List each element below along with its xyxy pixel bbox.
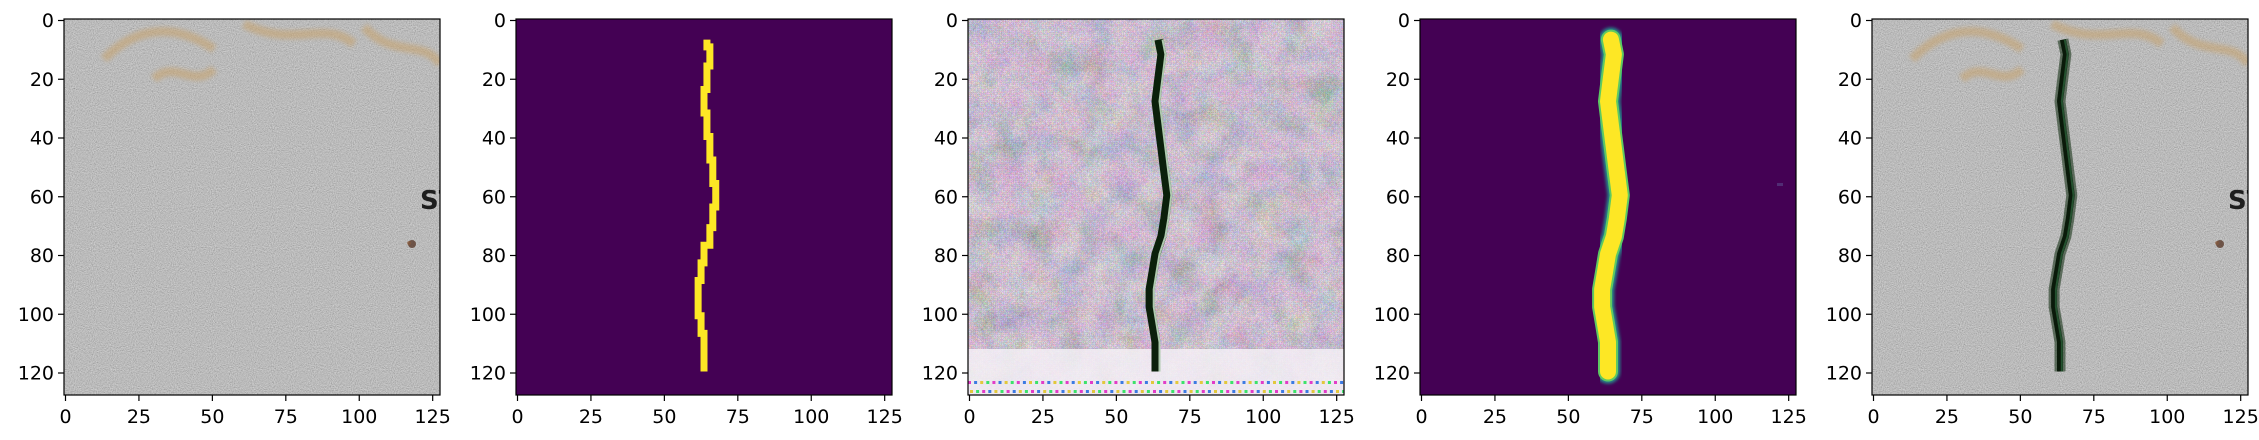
y-tick-label: 120: [922, 363, 958, 385]
x-tick-label: 0: [1415, 406, 1427, 428]
crack-prediction: [1594, 31, 1628, 380]
y-tick-label: 40: [1838, 128, 1862, 150]
input-image-panel: ST 0 25 50 75 100 125 0 20 40 60 80 100 120: [18, 10, 457, 428]
overlay-image: ST: [1872, 19, 2259, 395]
x-tick-label: 125: [1771, 406, 1807, 428]
y-tick-label: 0: [42, 10, 54, 32]
x-tick-label: 0: [1867, 406, 1879, 428]
y-tick-label: 100: [1826, 304, 1862, 326]
road-marking-text: ST: [2228, 186, 2259, 216]
overlay-image-panel: ST 0 25 50 75 100 125 0 20 40 60 80 100 120: [1826, 10, 2259, 428]
axes-frame: [967, 18, 1345, 396]
x-tick-label: 100: [1697, 406, 1733, 428]
y-tick-label: 20: [1838, 69, 1862, 91]
x-tick-label: 100: [341, 406, 377, 428]
x-tick-label: 50: [1104, 406, 1128, 428]
x-tick-label: 100: [793, 406, 829, 428]
x-tick-label: 0: [963, 406, 975, 428]
road-marking-text: ST: [420, 186, 457, 216]
x-tick-label: 25: [1935, 406, 1959, 428]
y-tick-label: 60: [1386, 186, 1410, 208]
predicted-mask-panel: 0 25 50 75 100 125 0 20 40 60 80 100 120: [1374, 10, 1807, 428]
generated-image-panel: 0 25 50 75 100 125 0 20 40 60 80 100 120: [922, 10, 1355, 428]
y-tick-label: 120: [1374, 363, 1410, 385]
y-tick-label: 20: [30, 69, 54, 91]
x-tick-label: 50: [200, 406, 224, 428]
y-tick-label: 80: [30, 245, 54, 267]
x-tick-label: 50: [2008, 406, 2032, 428]
x-tick-label: 25: [1483, 406, 1507, 428]
y-tick-label: 0: [1398, 10, 1410, 32]
x-tick-label: 0: [59, 406, 71, 428]
y-tick-label: 80: [1386, 245, 1410, 267]
x-tick-label: 50: [1556, 406, 1580, 428]
x-tick-label: 50: [652, 406, 676, 428]
x-tick-label: 75: [726, 406, 750, 428]
x-tick-label: 75: [1178, 406, 1202, 428]
y-tick-label: 40: [934, 128, 958, 150]
y-tick-label: 100: [1374, 304, 1410, 326]
input-image: ST: [64, 19, 457, 395]
y-tick-label: 40: [482, 128, 506, 150]
x-tick-label: 100: [2149, 406, 2185, 428]
y-tick-label: 120: [470, 363, 506, 385]
y-tick-label: 60: [934, 186, 958, 208]
y-tick-label: 20: [482, 69, 506, 91]
y-tick-label: 40: [1386, 128, 1410, 150]
y-tick-label: 80: [934, 245, 958, 267]
axes-frame: [1871, 18, 2249, 396]
y-tick-label: 80: [482, 245, 506, 267]
y-tick-label: 40: [30, 128, 54, 150]
y-tick-label: 120: [18, 363, 54, 385]
crack-generated: [1145, 38, 1173, 372]
y-tick-label: 80: [1838, 245, 1862, 267]
axes-frame: [515, 18, 893, 396]
x-tick-label: 125: [2223, 406, 2259, 428]
y-tick-label: 0: [946, 10, 958, 32]
x-tick-label: 0: [511, 406, 523, 428]
crack-mask: [694, 39, 720, 372]
y-tick-label: 60: [482, 186, 506, 208]
ground-truth-mask-panel: 0 25 50 75 100 125 0 20 40 60 80 100 120: [470, 10, 903, 428]
x-tick-label: 100: [1245, 406, 1281, 428]
y-tick-label: 100: [18, 304, 54, 326]
y-tick-label: 0: [1850, 10, 1862, 32]
x-tick-label: 125: [415, 406, 451, 428]
y-tick-label: 60: [30, 186, 54, 208]
x-tick-label: 75: [274, 406, 298, 428]
x-tick-label: 125: [1319, 406, 1355, 428]
y-tick-label: 20: [934, 69, 958, 91]
y-tick-label: 100: [470, 304, 506, 326]
x-tick-label: 125: [867, 406, 903, 428]
x-tick-label: 25: [579, 406, 603, 428]
x-tick-label: 25: [127, 406, 151, 428]
y-tick-label: 120: [1826, 363, 1862, 385]
x-tick-label: 75: [2082, 406, 2106, 428]
generated-image: [968, 19, 1344, 395]
axes-frame: [63, 18, 441, 396]
y-tick-label: 20: [1386, 69, 1410, 91]
predicted-mask: [1420, 19, 1796, 395]
ground-truth-mask: [516, 19, 892, 395]
y-tick-label: 60: [1838, 186, 1862, 208]
y-tick-label: 0: [494, 10, 506, 32]
y-tick-label: 100: [922, 304, 958, 326]
axes-frame: [1419, 18, 1797, 396]
x-tick-label: 25: [1031, 406, 1055, 428]
x-tick-label: 75: [1630, 406, 1654, 428]
